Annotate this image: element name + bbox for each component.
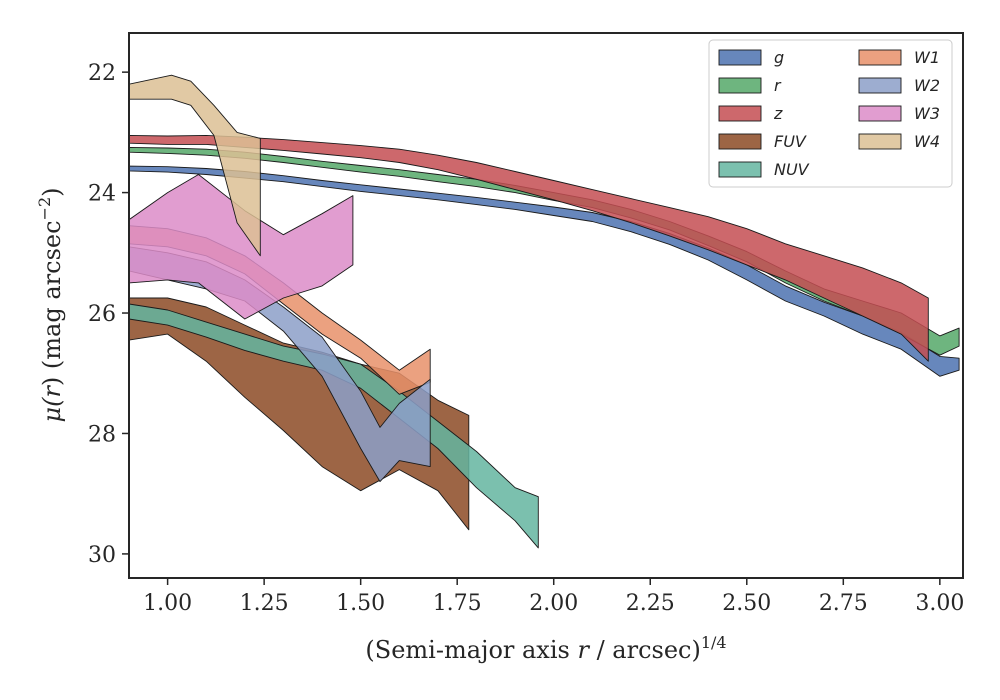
legend-swatch-w2 bbox=[858, 77, 902, 94]
legend-swatch-nuv bbox=[718, 161, 762, 178]
legend-label-z: z bbox=[773, 104, 783, 123]
legend-swatch-w4 bbox=[858, 133, 902, 150]
x-tick-label: 1.75 bbox=[433, 591, 482, 616]
data-bands bbox=[129, 74, 960, 549]
x-tick-label: 1.50 bbox=[336, 591, 385, 616]
x-tick-label: 2.25 bbox=[626, 591, 675, 616]
legend-swatch-w1 bbox=[858, 49, 902, 66]
x-axis-label: (Semi-major axis r / arcsec)1/4 bbox=[365, 633, 726, 664]
band-g bbox=[129, 165, 960, 377]
legend-label-w3: W3 bbox=[914, 104, 940, 123]
legend: grz FUV NUV W1 W2 W3 W4 bbox=[708, 39, 953, 188]
x-axis: 1.00 1.25 1.50 1.75 2.00 2.25 2.50 2.75 3.00 bbox=[143, 578, 964, 616]
band-w3 bbox=[129, 174, 354, 320]
band-nuv bbox=[129, 303, 539, 549]
x-tick-label: 1.25 bbox=[240, 591, 289, 616]
x-tick-label: 3.00 bbox=[915, 591, 964, 616]
y-tick-label: 30 bbox=[88, 543, 116, 568]
x-tick-label: 2.00 bbox=[529, 591, 578, 616]
legend-label-w4: W4 bbox=[914, 132, 940, 151]
band-r bbox=[129, 146, 960, 356]
legend-box bbox=[708, 39, 953, 188]
legend-swatch-fuv bbox=[718, 133, 762, 150]
y-axis-label: μ(r) (mag arcsec−2) bbox=[35, 187, 66, 422]
legend-label-w1: W1 bbox=[914, 48, 940, 67]
legend-swatch-z bbox=[718, 105, 762, 122]
y-tick-label: 24 bbox=[88, 182, 116, 207]
legend-swatch-g bbox=[718, 49, 762, 66]
legend-label-w2: W2 bbox=[914, 76, 940, 95]
x-tick-label: 2.75 bbox=[819, 591, 868, 616]
legend-swatch-w3 bbox=[858, 105, 902, 122]
y-tick-label: 22 bbox=[88, 61, 116, 86]
legend-label-fuv: FUV bbox=[774, 132, 807, 151]
y-tick-label: 28 bbox=[88, 422, 116, 447]
legend-label-g: g bbox=[774, 48, 784, 67]
x-tick-label: 2.50 bbox=[722, 591, 771, 616]
y-axis: 22 24 26 28 30 bbox=[88, 61, 129, 568]
y-tick-label: 26 bbox=[88, 302, 116, 327]
x-tick-label: 1.00 bbox=[143, 591, 192, 616]
legend-label-nuv: NUV bbox=[774, 160, 810, 179]
band-w4 bbox=[129, 74, 261, 257]
legend-label-r: r bbox=[774, 76, 782, 95]
plot-frame bbox=[128, 32, 964, 579]
band-z bbox=[129, 134, 929, 362]
legend-swatch-r bbox=[718, 77, 762, 94]
